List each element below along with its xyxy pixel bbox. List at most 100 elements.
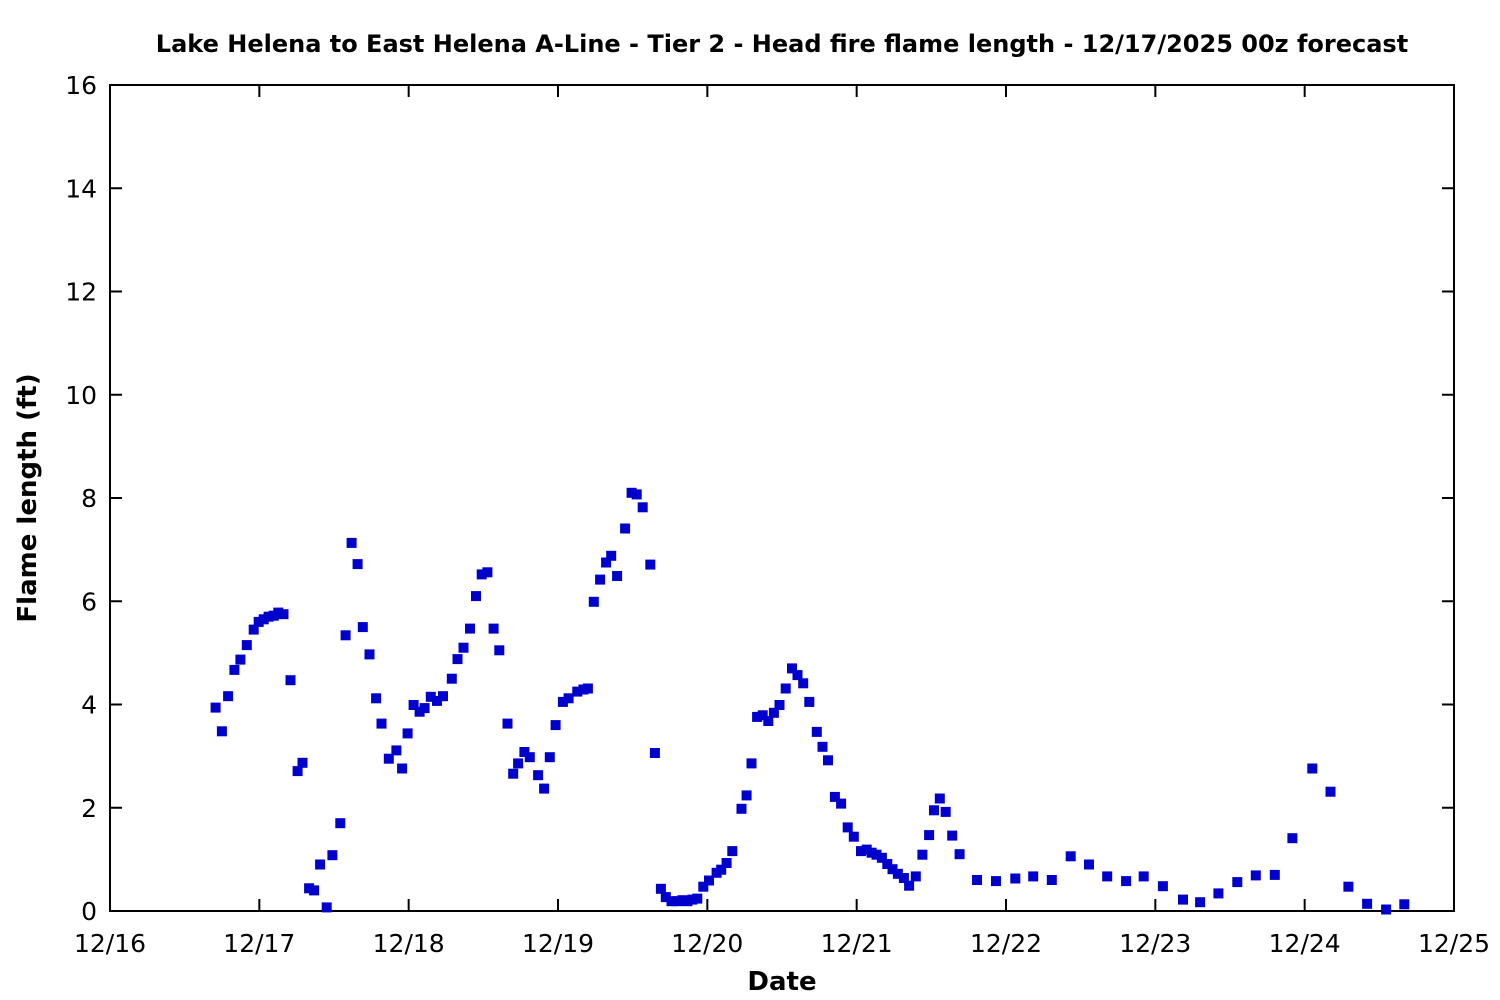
data-point [292,766,303,777]
data-point [752,711,763,722]
data-point [524,752,535,763]
data-point [513,758,524,769]
data-point [887,864,898,875]
data-point [1102,871,1113,882]
data-point [746,758,757,769]
data-point [519,747,530,757]
data-point [692,893,703,904]
data-point [321,902,332,913]
data-point [364,649,375,660]
x-tick-label: 12/24 [1269,929,1341,958]
data-point [582,683,593,694]
data-point [601,557,612,568]
data-point [533,770,544,781]
data-point [340,630,351,641]
data-point [1343,881,1354,892]
data-point [645,559,656,570]
data-point [787,663,797,674]
y-tick-label: 4 [81,691,97,720]
data-point [465,623,475,634]
data-point [929,805,939,816]
data-point [721,858,732,868]
data-point [432,695,442,706]
data-point [419,703,430,714]
data-point [924,830,935,841]
data-point [666,896,677,907]
data-point [716,864,727,875]
data-point [471,591,481,602]
plot-area-border [109,84,1455,912]
data-point [757,710,768,721]
y-axis-label: Flame length (ft) [13,373,43,622]
data-point [1213,888,1224,899]
x-tick-label: 12/25 [1418,929,1490,958]
data-point [954,849,965,860]
data-point [263,611,274,622]
x-tick-label: 12/19 [522,929,594,958]
data-point [352,559,363,570]
data-point [727,846,738,857]
data-point [376,718,387,729]
data-point [947,830,958,841]
data-point [1046,875,1057,885]
data-point [508,768,519,779]
data-point [631,489,642,500]
data-point [557,696,568,707]
data-point [698,881,709,892]
data-point [335,818,346,829]
data-point [482,567,493,578]
data-point [1399,899,1410,910]
data-point [856,846,866,857]
data-point [544,752,555,763]
data-point [346,537,357,548]
data-point [848,831,859,842]
x-tick-label: 12/20 [671,929,743,958]
data-point [780,683,791,694]
data-point [774,700,785,710]
chart-title: Lake Helena to East Helena A-Line - Tier… [156,30,1408,58]
data-point [741,790,752,801]
data-point [1381,904,1392,915]
data-point [823,755,833,766]
x-tick-label: 12/22 [970,929,1042,958]
data-point [1084,859,1094,870]
data-point [940,806,951,817]
data-points [210,487,1410,915]
data-point [285,675,296,686]
data-point [660,892,671,903]
data-point [539,783,550,794]
data-point [476,569,487,580]
data-point [1121,876,1132,887]
data-point [898,873,909,883]
data-point [910,871,921,882]
data-point [1232,877,1243,888]
data-point [768,707,779,718]
data-point [655,883,666,894]
data-point [383,753,394,764]
data-point [736,803,747,814]
data-point [309,885,320,896]
data-point [677,895,688,906]
data-point [494,645,505,656]
data-point [1010,873,1021,884]
data-point [216,726,227,737]
data-point [297,757,308,768]
y-tick-label: 10 [65,381,97,410]
data-point [235,654,246,665]
y-axis-ticks: 0 2 4 6 8 10 12 14 16 [65,71,1454,926]
data-point [371,693,382,704]
data-point [1287,833,1298,844]
data-point [210,702,221,713]
data-point [1138,871,1149,882]
data-point [241,640,252,651]
data-point [871,849,882,860]
data-point [972,875,982,885]
data-point [550,720,561,731]
data-point [315,859,326,870]
data-point [223,691,234,702]
data-point [649,748,660,758]
data-point [842,822,853,833]
data-point [1325,786,1336,797]
data-point [917,849,928,860]
data-point [1250,870,1261,881]
